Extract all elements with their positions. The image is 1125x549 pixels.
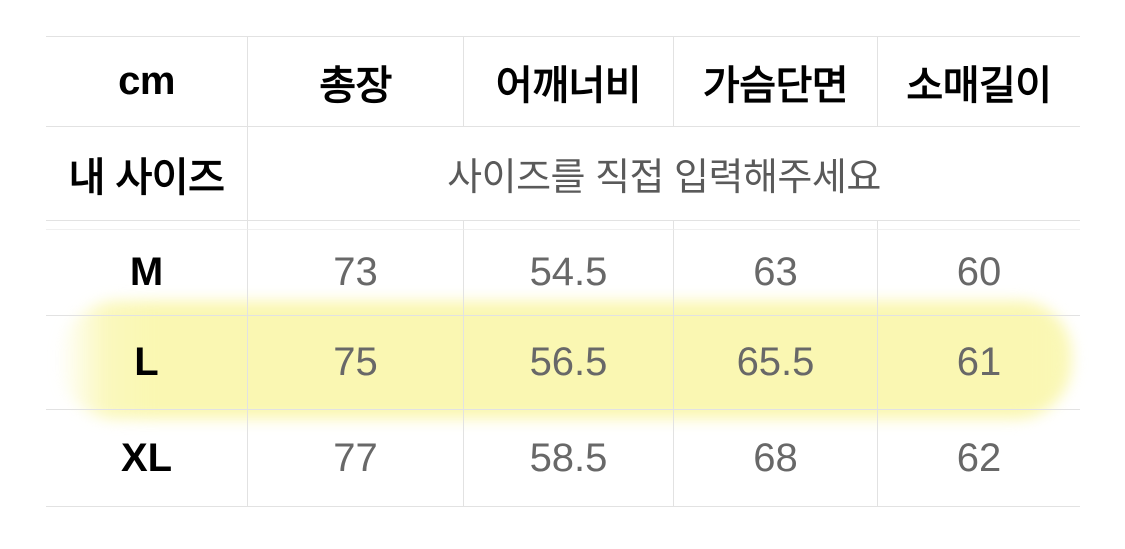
spacer-cell (464, 221, 674, 229)
l-shoulder-width: 56.5 (464, 316, 674, 410)
spacer-cell (674, 221, 878, 229)
size-label-m: M (46, 229, 248, 316)
l-chest-width: 65.5 (674, 316, 878, 410)
xl-chest-width: 68 (674, 410, 878, 507)
spacer-cell (878, 221, 1080, 229)
size-label-l: L (46, 316, 248, 410)
spacer-cell (46, 221, 248, 229)
xl-sleeve-length: 62 (878, 410, 1080, 507)
m-sleeve-length: 60 (878, 229, 1080, 316)
header-cell-shoulder-width: 어깨너비 (464, 36, 674, 127)
size-chart-table: cm 총장 어깨너비 가슴단면 소매길이 내 사이즈 사이즈를 직접 입력해주세… (46, 36, 1080, 507)
m-shoulder-width: 54.5 (464, 229, 674, 316)
header-cell-total-length: 총장 (248, 36, 464, 127)
l-sleeve-length: 61 (878, 316, 1080, 410)
my-size-input-cell[interactable]: 사이즈를 직접 입력해주세요 (248, 127, 1080, 221)
m-total-length: 73 (248, 229, 464, 316)
xl-shoulder-width: 58.5 (464, 410, 674, 507)
xl-total-length: 77 (248, 410, 464, 507)
l-total-length: 75 (248, 316, 464, 410)
size-label-xl: XL (46, 410, 248, 507)
m-chest-width: 63 (674, 229, 878, 316)
header-cell-unit: cm (46, 36, 248, 127)
spacer-cell (248, 221, 464, 229)
my-size-label-cell: 내 사이즈 (46, 127, 248, 221)
size-l-highlight-marker (58, 301, 1072, 419)
header-cell-chest-width: 가슴단면 (674, 36, 878, 127)
header-cell-sleeve-length: 소매길이 (878, 36, 1080, 127)
